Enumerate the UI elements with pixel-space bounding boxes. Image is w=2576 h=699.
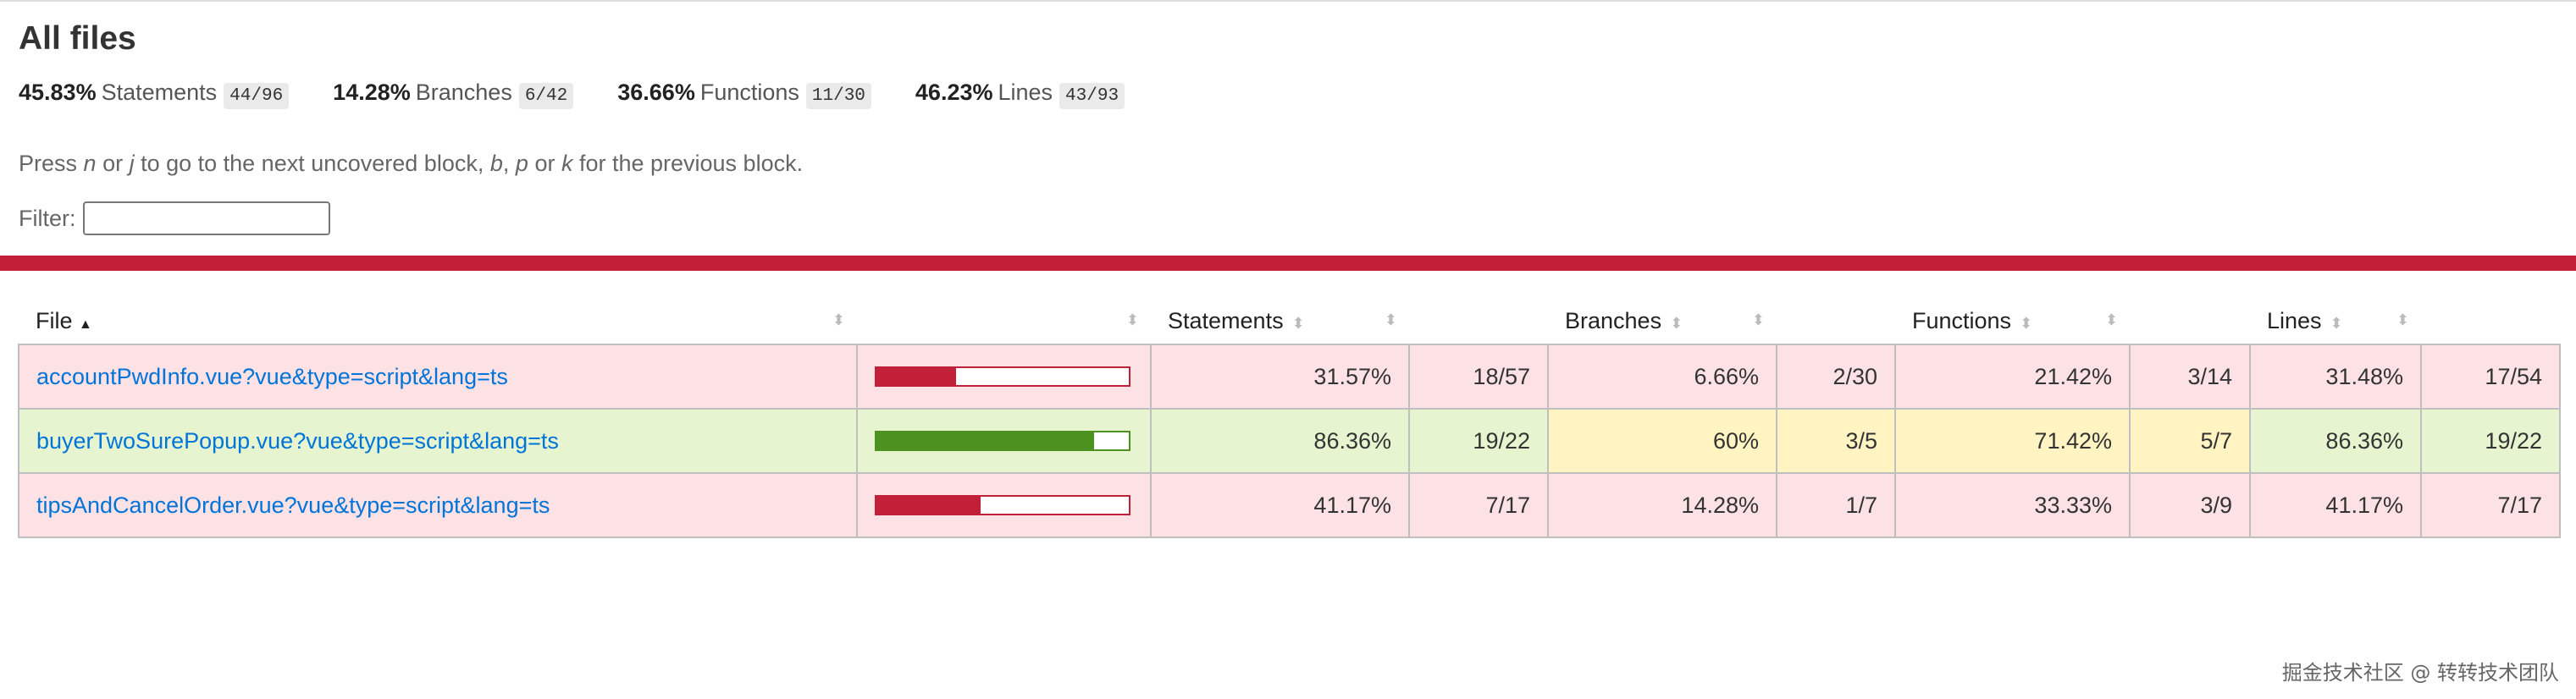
functions-count: 5/7 <box>2129 408 2251 474</box>
header-text: Lines <box>2267 307 2322 333</box>
lines-count: 19/22 <box>2420 408 2561 474</box>
key: p <box>515 151 528 176</box>
filter-input[interactable] <box>82 201 330 235</box>
lines-pct: 31.48% <box>2249 344 2422 410</box>
summary-name: Lines <box>998 80 1053 105</box>
bar-cell <box>856 344 1152 410</box>
functions-pct: 33.33% <box>1894 472 2131 538</box>
summary-name: Functions <box>699 80 799 105</box>
header-lines[interactable]: Lines ⬍ ⬍ <box>2267 307 2409 333</box>
branches-count: 3/5 <box>1776 408 1896 474</box>
table-row: accountPwdInfo.vue?vue&type=script&lang=… <box>18 344 2561 410</box>
summary-count: 44/96 <box>224 83 290 109</box>
header-text: Functions <box>1912 307 2012 333</box>
title: All files <box>19 20 136 57</box>
text: or <box>528 151 561 176</box>
functions-pct: 71.42% <box>1894 408 2131 474</box>
header-file[interactable]: File ▲ ⬍ <box>36 307 845 333</box>
summary-item: 14.28% Branches 6/42 <box>333 80 574 109</box>
coverage-fill <box>876 497 981 514</box>
branches-pct: 60% <box>1547 408 1777 474</box>
filter-label: Filter: <box>19 205 76 231</box>
header-branches[interactable]: Branches ⬍ ⬍ <box>1565 307 1765 333</box>
coverage-bar <box>875 495 1130 515</box>
statements-count: 18/57 <box>1408 344 1549 410</box>
statements-count: 7/17 <box>1408 472 1549 538</box>
file-link[interactable]: accountPwdInfo.vue?vue&type=script&lang=… <box>36 363 508 389</box>
summary-item: 45.83% Statements 44/96 <box>19 80 290 109</box>
coverage-bar <box>875 366 1130 387</box>
summary-count: 6/42 <box>518 83 574 109</box>
lines-pct: 41.17% <box>2249 472 2422 538</box>
header-functions[interactable]: Functions ⬍ ⬍ <box>1912 307 2118 333</box>
table-body: accountPwdInfo.vue?vue&type=script&lang=… <box>18 344 2561 538</box>
functions-count: 3/9 <box>2129 472 2251 538</box>
table-row: tipsAndCancelOrder.vue?vue&type=script&l… <box>18 472 2561 538</box>
file-link[interactable]: tipsAndCancelOrder.vue?vue&type=script&l… <box>36 492 550 518</box>
summary-pct: 36.66% <box>617 80 695 105</box>
key: j <box>129 151 135 176</box>
statements-pct: 86.36% <box>1150 408 1410 474</box>
header-text: Statements <box>1168 307 1284 333</box>
key: b <box>489 151 503 176</box>
text: for the previous block. <box>572 151 804 176</box>
header-count[interactable] <box>2421 298 2560 344</box>
text: , <box>502 151 516 176</box>
key: k <box>561 151 573 176</box>
summary-name: Branches <box>415 80 512 105</box>
summary-count: 11/30 <box>805 83 871 109</box>
key: n <box>83 151 97 176</box>
coverage-table: File ▲ ⬍ ⬍ Statements ⬍ ⬍ Branches ⬍ ⬍ Functi… <box>18 298 2561 538</box>
summary-name: Statements <box>101 80 218 105</box>
text: to go to the next uncovered block, <box>134 151 490 176</box>
coverage-bar <box>875 431 1130 451</box>
summary-pct: 45.83% <box>19 80 97 105</box>
summary-item: 46.23% Lines 43/93 <box>915 80 1125 109</box>
coverage-fill <box>876 368 957 385</box>
bar-cell <box>856 472 1152 538</box>
summary-item: 36.66% Functions 11/30 <box>617 80 871 109</box>
branches-pct: 6.66% <box>1547 344 1777 410</box>
status-bar <box>0 256 2576 271</box>
file-cell: tipsAndCancelOrder.vue?vue&type=script&l… <box>18 472 858 538</box>
statements-count: 19/22 <box>1408 408 1549 474</box>
help-text: Press n or j to go to the next uncovered… <box>19 151 803 177</box>
filter: Filter: <box>19 201 330 235</box>
summary-count: 43/93 <box>1059 83 1125 109</box>
summary-pct: 14.28% <box>333 80 411 105</box>
header-count[interactable] <box>2130 298 2250 344</box>
statements-pct: 41.17% <box>1150 472 1410 538</box>
header-count[interactable] <box>1409 298 1548 344</box>
header-text: File <box>36 307 73 333</box>
header-bar[interactable]: ⬍ <box>1125 311 1139 328</box>
bar-cell <box>856 408 1152 474</box>
summary-pct: 46.23% <box>915 80 993 105</box>
watermark: 掘金技术社区 @ 转转技术团队 <box>2281 661 2559 685</box>
header-text: Branches <box>1565 307 1662 333</box>
branches-count: 1/7 <box>1776 472 1896 538</box>
branches-count: 2/30 <box>1776 344 1896 410</box>
text: or <box>96 151 130 176</box>
file-cell: accountPwdInfo.vue?vue&type=script&lang=… <box>18 344 858 410</box>
table-row: buyerTwoSurePopup.vue?vue&type=script&la… <box>18 408 2561 474</box>
lines-count: 17/54 <box>2420 344 2561 410</box>
functions-pct: 21.42% <box>1894 344 2131 410</box>
coverage-fill <box>876 432 1095 449</box>
text: Press <box>19 151 84 176</box>
header-statements[interactable]: Statements ⬍ ⬍ <box>1168 307 1397 333</box>
lines-pct: 86.36% <box>2249 408 2422 474</box>
branches-pct: 14.28% <box>1547 472 1777 538</box>
header-count[interactable] <box>1777 298 1895 344</box>
file-cell: buyerTwoSurePopup.vue?vue&type=script&la… <box>18 408 858 474</box>
file-link[interactable]: buyerTwoSurePopup.vue?vue&type=script&la… <box>36 427 559 454</box>
statements-pct: 31.57% <box>1150 344 1410 410</box>
summary: 45.83% Statements 44/96 14.28% Branches 6/42 3… <box>19 80 1125 109</box>
functions-count: 3/14 <box>2129 344 2251 410</box>
lines-count: 7/17 <box>2420 472 2561 538</box>
